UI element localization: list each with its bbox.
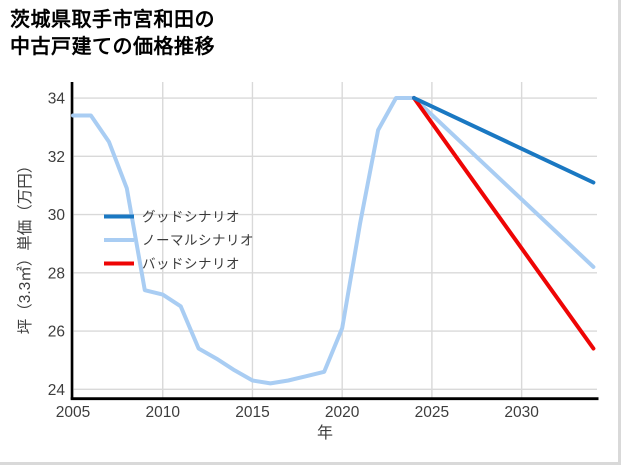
y-tick-label: 26 [48,324,65,341]
chart-title-line1: 茨城県取手市宮和田の [10,9,215,31]
x-tick-label: 2020 [325,404,360,421]
x-tick-label: 2025 [415,404,449,421]
y-tick-label: 28 [48,265,65,282]
y-tick-label: 30 [48,207,66,224]
chart-title: 茨城県取手市宮和田の 中古戸建ての価格推移 [10,7,215,61]
legend-label-bad: バッドシナリオ [142,257,240,272]
y-axis-label: 坪（3.3㎡）単価（万円） [16,158,34,335]
x-tick-label: 2005 [56,404,90,421]
bad-series-line [412,96,596,351]
chart-title-line2: 中古戸建ての価格推移 [10,36,215,58]
x-tick-label: 2015 [235,404,269,421]
x-axis-label: 年 [317,424,333,442]
x-tick-label: 2010 [145,404,180,421]
legend-label-good: グッドシナリオ [142,210,240,225]
history-series-line [71,96,416,386]
normal-series-line [412,96,596,269]
y-tick-label: 24 [48,382,66,399]
y-tick-label: 34 [48,91,66,108]
good-series-line [412,96,596,185]
y-tick-label: 32 [48,149,65,166]
x-tick-label: 2030 [504,404,539,421]
legend-label-normal: ノーマルシナリオ [142,233,254,248]
